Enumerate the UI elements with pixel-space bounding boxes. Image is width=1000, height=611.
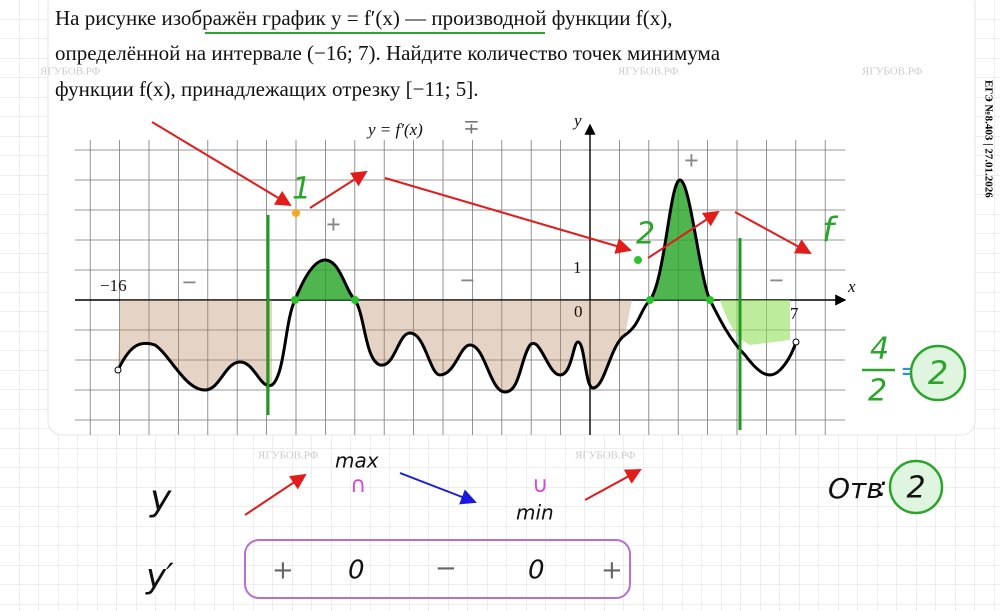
answer-colon: : bbox=[878, 470, 887, 503]
answer-label: Отв bbox=[828, 472, 883, 505]
sign: + bbox=[326, 210, 341, 239]
derivative-curve bbox=[116, 178, 798, 394]
result-circle bbox=[909, 344, 967, 402]
open-endpoint bbox=[792, 338, 800, 346]
watermark: ЯГУБОВ.РФ bbox=[618, 66, 679, 78]
arrow bbox=[309, 170, 368, 209]
red-arrows bbox=[151, 121, 812, 516]
arrow bbox=[647, 210, 720, 259]
problem-line: На рисунке изображён график y = f′(x) — … bbox=[55, 6, 672, 30]
zero-point bbox=[291, 296, 299, 304]
sign: − bbox=[460, 266, 475, 295]
sign: 0 bbox=[348, 556, 365, 586]
zero-point bbox=[351, 296, 359, 304]
function-label: y = f′(x) bbox=[366, 120, 423, 139]
sign: − bbox=[182, 268, 197, 297]
x-start: −16 bbox=[100, 276, 127, 295]
brown-scribble bbox=[118, 300, 632, 392]
answer-value: 2 bbox=[906, 471, 925, 506]
result: 2 bbox=[928, 354, 948, 392]
side-label: ЕГЭ №8.403 | 27.01.2026 bbox=[982, 80, 994, 198]
watermarks: ЯГУБОВ.РФ ЯГУБОВ.РФ ЯГУБОВ.РФ ЯГУБОВ.РФ … bbox=[40, 66, 923, 462]
arrow bbox=[244, 473, 307, 516]
orange-point bbox=[292, 209, 300, 217]
min-symbol: ∪ bbox=[532, 473, 548, 498]
y-axis-label: y bbox=[572, 111, 582, 130]
open-endpoint bbox=[114, 366, 122, 374]
light-green-scribble bbox=[720, 300, 790, 345]
denominator: 2 bbox=[868, 374, 887, 409]
scheme-y-prime: y′ bbox=[145, 557, 174, 597]
zero-point bbox=[706, 296, 714, 304]
green-point bbox=[634, 256, 642, 264]
function-mark: ∓ bbox=[463, 117, 480, 139]
problem-line: функции f(x), принадлежащих отрезку [−11… bbox=[55, 77, 479, 101]
arrow bbox=[399, 472, 477, 505]
zeros bbox=[291, 296, 714, 304]
arrow bbox=[734, 211, 812, 254]
arrow bbox=[384, 177, 632, 254]
sign: + bbox=[601, 556, 623, 586]
scheme-y: y bbox=[149, 478, 172, 519]
numerator: 4 bbox=[870, 332, 889, 367]
answer-circle bbox=[888, 459, 944, 515]
arrow bbox=[584, 469, 642, 501]
graph-labels: y = f′(x) ∓ y x −16 0 1 7 bbox=[100, 111, 856, 323]
green-scribble bbox=[295, 180, 710, 300]
x-axis-label: x bbox=[847, 277, 856, 296]
sign: − bbox=[769, 266, 784, 295]
sign: 0 bbox=[528, 556, 545, 586]
unit: 1 bbox=[573, 258, 582, 277]
watermark: ЯГУБОВ.РФ bbox=[258, 450, 319, 462]
watermark: ЯГУБОВ.РФ bbox=[40, 66, 101, 78]
arrow bbox=[151, 121, 292, 207]
max-symbol: ∩ bbox=[350, 473, 366, 498]
graph-signs: − + − + − bbox=[182, 146, 784, 297]
origin: 0 bbox=[574, 302, 583, 321]
zero-point bbox=[646, 296, 654, 304]
point-label: 2 bbox=[636, 217, 655, 252]
point-label: 1 bbox=[292, 172, 311, 207]
problem: На рисунке изображён график y = f′(x) — … bbox=[55, 6, 721, 101]
watermark: ЯГУБОВ.РФ bbox=[862, 66, 923, 78]
max-label: max bbox=[335, 449, 379, 473]
problem-line: определённой на интервале (−16; 7). Найд… bbox=[55, 41, 721, 65]
min-label: min bbox=[516, 501, 554, 525]
sign-box bbox=[244, 539, 631, 599]
sign: + bbox=[272, 556, 294, 586]
sign: − bbox=[435, 554, 457, 584]
watermark: ЯГУБОВ.РФ bbox=[575, 450, 636, 462]
x-end: 7 bbox=[790, 304, 799, 323]
sign: + bbox=[684, 146, 699, 175]
